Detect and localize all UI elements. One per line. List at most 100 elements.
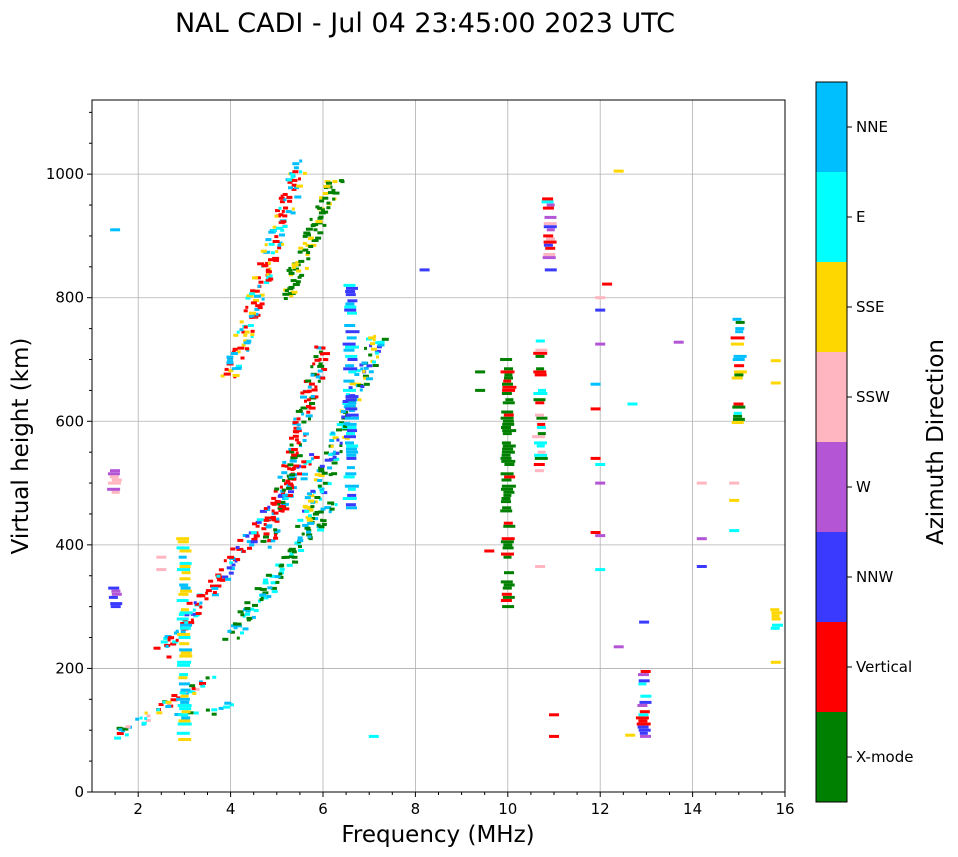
data-point-x-mode (505, 398, 514, 402)
data-point-vertical (298, 177, 301, 181)
data-point-vertical (212, 591, 217, 594)
data-point-nne (198, 680, 203, 684)
data-point-e (179, 673, 189, 677)
data-point-vertical (205, 591, 209, 595)
data-point-x-mode (260, 596, 264, 600)
data-point-x-mode (263, 535, 269, 539)
data-point-nne (310, 394, 315, 398)
data-point-vertical (167, 638, 171, 642)
data-point-x-mode (734, 373, 744, 377)
data-point-nnw (345, 293, 356, 297)
data-point-x-mode (322, 223, 327, 227)
data-point-x-mode (503, 524, 516, 528)
data-point-nne (277, 475, 283, 479)
data-point-vertical (318, 357, 322, 361)
data-point-sse (771, 611, 783, 615)
data-point-x-mode (504, 376, 513, 380)
data-point-vertical (257, 262, 265, 266)
data-point-sse (372, 338, 376, 342)
data-point-x-mode (244, 601, 251, 605)
data-point-vertical (289, 436, 294, 440)
data-point-nne (317, 369, 323, 373)
data-point-x-mode (308, 245, 314, 248)
data-point-x-mode (339, 450, 343, 454)
data-point-nne (348, 409, 355, 413)
data-point-vertical (287, 199, 293, 203)
data-point-x-mode (502, 546, 514, 550)
data-point-x-mode (502, 595, 515, 599)
data-point-x-mode (122, 727, 129, 731)
data-point-x-mode (297, 263, 301, 267)
data-point-vertical (273, 489, 278, 493)
data-point-e (290, 175, 294, 179)
data-point-x-mode (280, 500, 286, 504)
data-point-sse (289, 294, 294, 298)
data-point-e (290, 173, 295, 177)
data-point-vertical (280, 194, 284, 198)
data-point-x-mode (290, 279, 297, 283)
data-point-nne (733, 354, 747, 358)
data-point-nne (180, 630, 186, 634)
data-point-x-mode (321, 471, 328, 475)
data-point-vertical (276, 500, 281, 504)
data-point-nne (225, 577, 232, 581)
data-point-vertical (214, 584, 222, 588)
data-point-sse (305, 253, 310, 257)
data-point-nnw (345, 290, 356, 293)
data-point-nne (231, 624, 238, 628)
data-point-e (308, 514, 312, 518)
data-point-nne (174, 713, 182, 716)
data-point-x-mode (326, 206, 331, 210)
data-point-nne (267, 545, 272, 549)
data-point-x-mode (292, 560, 299, 564)
data-point-x-mode (381, 337, 389, 341)
data-point-sse (729, 498, 740, 502)
data-point-nne (179, 583, 189, 587)
data-point-sse (260, 249, 267, 253)
data-point-x-mode (502, 586, 512, 590)
data-point-e (160, 640, 168, 644)
data-point-e (770, 626, 780, 630)
data-point-e (305, 460, 312, 464)
data-point-x-mode (282, 479, 286, 482)
data-point-x-mode (343, 425, 348, 428)
data-point-nne (179, 648, 193, 652)
data-point-w (110, 469, 120, 473)
data-point-x-mode (289, 473, 296, 477)
data-point-x-mode (332, 191, 340, 195)
data-point-sse (178, 592, 189, 596)
data-point-vertical (291, 187, 297, 191)
data-point-vertical (542, 197, 554, 201)
data-point-e (342, 497, 357, 500)
data-point-e (139, 716, 143, 720)
data-point-x-mode (504, 463, 515, 466)
data-point-e (348, 370, 357, 374)
data-point-x-mode (246, 616, 253, 620)
data-point-sse (302, 241, 307, 245)
data-point-vertical (270, 516, 276, 519)
data-point-ssw (595, 296, 606, 300)
data-point-e (289, 552, 294, 556)
colorbar-label-vertical: Vertical (856, 658, 912, 676)
data-point-nnw (288, 490, 294, 494)
data-point-nnw (348, 386, 353, 390)
data-point-sse (228, 369, 234, 373)
data-point-x-mode (501, 453, 511, 457)
data-point-sse (281, 242, 285, 246)
data-point-ssw (535, 565, 546, 568)
data-point-x-mode (503, 543, 513, 547)
data-point-vertical (533, 463, 545, 466)
data-point-x-mode (295, 409, 303, 413)
data-point-nne (735, 327, 745, 331)
data-point-x-mode (328, 191, 333, 195)
data-point-nnw (360, 385, 365, 388)
data-point-x-mode (275, 580, 280, 584)
data-point-nnw (345, 407, 358, 411)
data-point-e (270, 581, 277, 585)
data-point-e (297, 518, 304, 522)
data-point-vertical (270, 501, 276, 505)
data-point-vertical (258, 280, 264, 284)
data-point-nne (365, 377, 373, 381)
data-point-vertical (253, 534, 260, 538)
data-point-vertical (279, 200, 285, 204)
